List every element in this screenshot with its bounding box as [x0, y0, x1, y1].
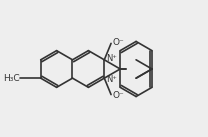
Text: N⁺: N⁺: [106, 75, 117, 84]
Text: O⁻: O⁻: [112, 91, 124, 100]
Text: H₃C: H₃C: [3, 74, 20, 83]
Text: O⁻: O⁻: [112, 38, 124, 47]
Text: N⁺: N⁺: [106, 54, 117, 63]
